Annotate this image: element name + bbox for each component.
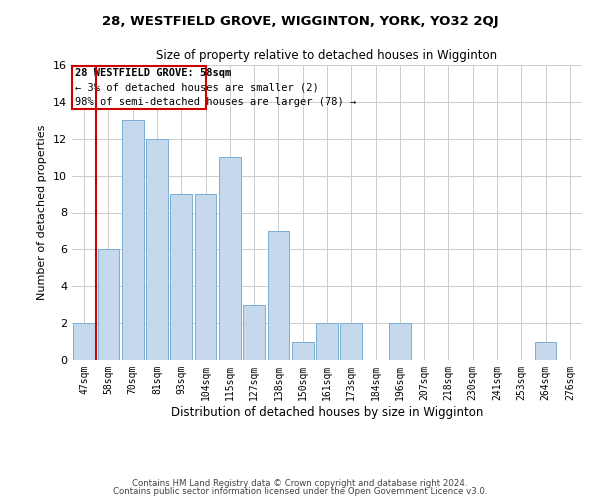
Bar: [292, 342, 314, 360]
Text: 28 WESTFIELD GROVE: 58sqm: 28 WESTFIELD GROVE: 58sqm: [75, 68, 231, 78]
Text: ← 3% of detached houses are smaller (2): ← 3% of detached houses are smaller (2): [75, 82, 319, 92]
Bar: [316, 323, 338, 360]
Text: 28, WESTFIELD GROVE, WIGGINTON, YORK, YO32 2QJ: 28, WESTFIELD GROVE, WIGGINTON, YORK, YO…: [101, 15, 499, 28]
Text: Contains public sector information licensed under the Open Government Licence v3: Contains public sector information licen…: [113, 487, 487, 496]
Bar: [170, 194, 192, 360]
Title: Size of property relative to detached houses in Wigginton: Size of property relative to detached ho…: [157, 50, 497, 62]
Bar: [268, 231, 289, 360]
X-axis label: Distribution of detached houses by size in Wigginton: Distribution of detached houses by size …: [171, 406, 483, 418]
Bar: [97, 250, 119, 360]
Bar: [194, 194, 217, 360]
Y-axis label: Number of detached properties: Number of detached properties: [37, 125, 47, 300]
Bar: [219, 157, 241, 360]
Text: 98% of semi-detached houses are larger (78) →: 98% of semi-detached houses are larger (…: [75, 98, 356, 108]
Bar: [535, 342, 556, 360]
Bar: [122, 120, 143, 360]
Bar: [340, 323, 362, 360]
Text: Contains HM Land Registry data © Crown copyright and database right 2024.: Contains HM Land Registry data © Crown c…: [132, 478, 468, 488]
Bar: [389, 323, 411, 360]
Bar: [243, 304, 265, 360]
Bar: [73, 323, 95, 360]
Bar: [146, 138, 168, 360]
FancyBboxPatch shape: [73, 66, 206, 110]
